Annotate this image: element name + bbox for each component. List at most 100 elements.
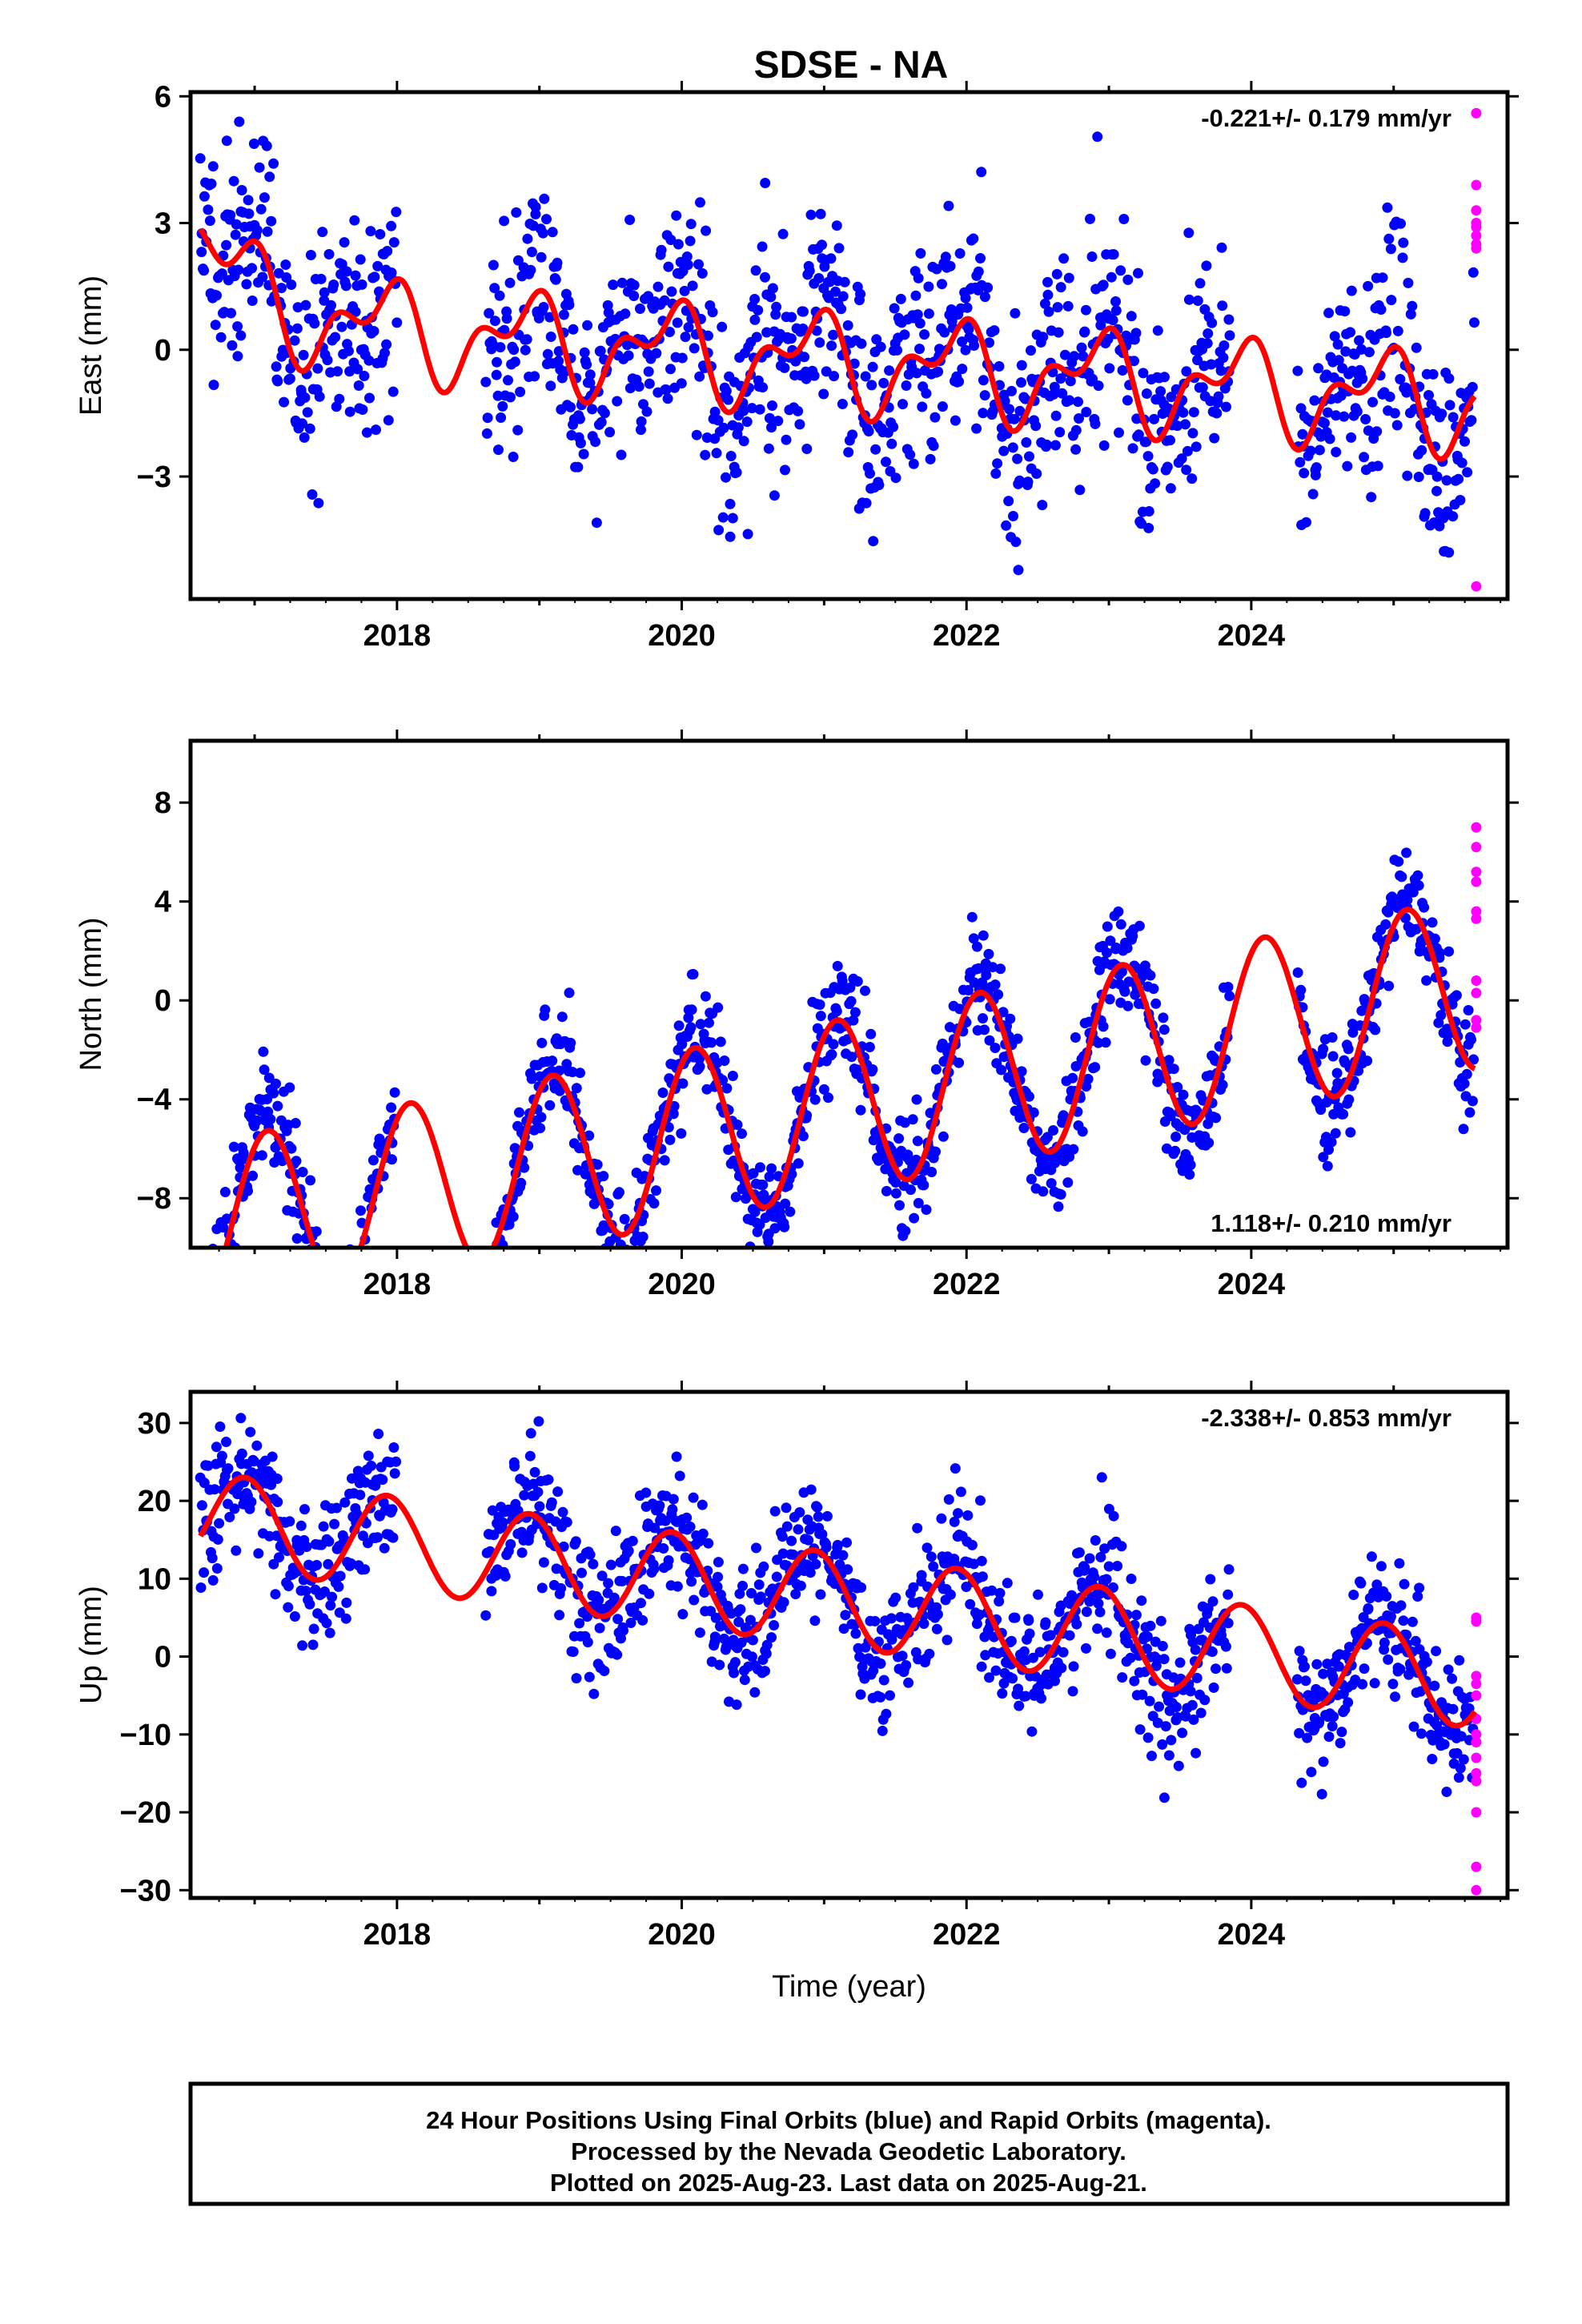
final-orbit-point xyxy=(817,239,827,251)
final-orbit-point xyxy=(199,265,210,276)
final-orbit-point xyxy=(1459,1078,1470,1089)
final-orbit-point xyxy=(889,303,900,314)
final-orbit-point xyxy=(909,1212,920,1224)
final-orbit-point xyxy=(572,1164,583,1176)
rapid-orbit-point xyxy=(1471,1775,1482,1787)
final-orbit-point xyxy=(1181,464,1192,476)
final-orbit-point xyxy=(754,1219,765,1230)
final-orbit-point xyxy=(809,1615,821,1626)
final-orbit-point xyxy=(633,381,644,392)
final-orbit-point xyxy=(914,344,925,355)
final-orbit-point xyxy=(621,340,632,351)
final-orbit-point xyxy=(1113,906,1124,917)
final-orbit-point xyxy=(1207,1647,1218,1657)
final-orbit-point xyxy=(1382,202,1393,213)
final-orbit-point xyxy=(1467,381,1478,392)
final-orbit-point xyxy=(1443,946,1455,957)
final-orbit-point xyxy=(916,1570,927,1581)
rapid-orbit-point xyxy=(1471,975,1482,986)
final-orbit-point xyxy=(712,1581,723,1592)
final-orbit-point xyxy=(1159,372,1170,383)
rapid-orbit-point xyxy=(1471,1884,1482,1896)
final-orbit-point xyxy=(1009,413,1020,424)
final-orbit-point xyxy=(1137,1689,1148,1700)
final-orbit-point xyxy=(231,219,242,230)
final-orbit-point xyxy=(1223,1618,1234,1629)
final-orbit-point xyxy=(960,344,971,356)
final-orbit-point xyxy=(912,1522,923,1534)
final-orbit-point xyxy=(302,407,313,418)
final-orbit-point xyxy=(480,1610,492,1621)
final-orbit-point xyxy=(810,1558,821,1570)
final-orbit-point xyxy=(894,1200,905,1211)
final-orbit-point xyxy=(1020,393,1031,404)
final-orbit-point xyxy=(1331,1068,1343,1079)
final-orbit-point xyxy=(685,235,696,247)
final-orbit-point xyxy=(1050,410,1062,421)
final-orbit-point xyxy=(769,1620,780,1630)
x-tick-label: 2020 xyxy=(648,1268,716,1301)
final-orbit-point xyxy=(1207,1596,1219,1607)
final-orbit-point xyxy=(1163,1055,1174,1066)
final-orbit-point xyxy=(826,1049,837,1060)
final-orbit-point xyxy=(553,356,564,367)
final-orbit-point xyxy=(514,1107,524,1118)
final-orbit-point xyxy=(672,1581,683,1592)
final-orbit-point xyxy=(769,1223,781,1234)
final-orbit-point xyxy=(1362,1055,1373,1067)
final-orbit-point xyxy=(331,1502,342,1514)
caption-line-1: 24 Hour Positions Using Final Orbits (bl… xyxy=(426,2106,1271,2134)
final-orbit-point xyxy=(777,1531,788,1542)
final-orbit-point xyxy=(588,1688,600,1699)
final-orbit-point xyxy=(1329,331,1340,342)
final-orbit-point xyxy=(1148,983,1159,995)
rapid-orbit-point xyxy=(1471,913,1482,924)
final-orbit-point xyxy=(849,1007,861,1018)
final-orbit-point xyxy=(1154,1701,1165,1712)
final-orbit-point xyxy=(1142,451,1154,462)
final-orbit-point xyxy=(1391,420,1403,431)
final-orbit-point xyxy=(339,1497,351,1508)
final-orbit-point xyxy=(1178,407,1189,418)
final-orbit-point xyxy=(343,345,354,356)
final-orbit-point xyxy=(557,1506,568,1518)
final-orbit-point xyxy=(283,1602,294,1613)
final-orbit-point xyxy=(1104,363,1115,374)
final-orbit-point xyxy=(309,318,320,329)
x-tick-label: 2024 xyxy=(1218,1268,1286,1301)
final-orbit-point xyxy=(234,116,245,127)
final-orbit-point xyxy=(918,1180,930,1191)
final-orbit-point xyxy=(1042,289,1054,300)
final-orbit-point xyxy=(993,989,1004,1000)
final-orbit-point xyxy=(1296,1777,1307,1788)
final-orbit-point xyxy=(1356,1622,1367,1634)
final-orbit-point xyxy=(1180,419,1191,430)
final-orbit-point xyxy=(673,239,684,250)
rapid-orbit-point xyxy=(1471,243,1482,254)
final-orbit-point xyxy=(890,1188,901,1199)
final-orbit-point xyxy=(713,1002,724,1013)
final-orbit-point xyxy=(326,300,336,311)
rapid-orbit-point xyxy=(1471,822,1482,833)
final-orbit-point xyxy=(515,386,526,397)
final-orbit-point xyxy=(616,277,628,288)
final-orbit-point xyxy=(804,265,815,276)
final-orbit-point xyxy=(568,324,579,335)
final-orbit-point xyxy=(228,175,239,187)
final-orbit-point xyxy=(1401,847,1412,858)
final-orbit-point xyxy=(1123,976,1134,987)
final-orbit-point xyxy=(1363,347,1375,358)
final-orbit-point xyxy=(295,1520,307,1531)
final-orbit-point xyxy=(718,422,729,433)
final-orbit-point xyxy=(389,1468,400,1479)
final-orbit-point xyxy=(612,396,623,407)
final-orbit-point xyxy=(245,1426,256,1437)
y-tick-label: −8 xyxy=(137,1182,171,1216)
final-orbit-point xyxy=(1370,1024,1381,1035)
final-orbit-point xyxy=(305,1175,316,1186)
final-orbit-point xyxy=(511,207,522,218)
y-tick-label: 3 xyxy=(155,207,171,241)
final-orbit-point xyxy=(1318,1668,1329,1679)
final-orbit-point xyxy=(215,332,227,343)
final-orbit-point xyxy=(529,371,540,382)
